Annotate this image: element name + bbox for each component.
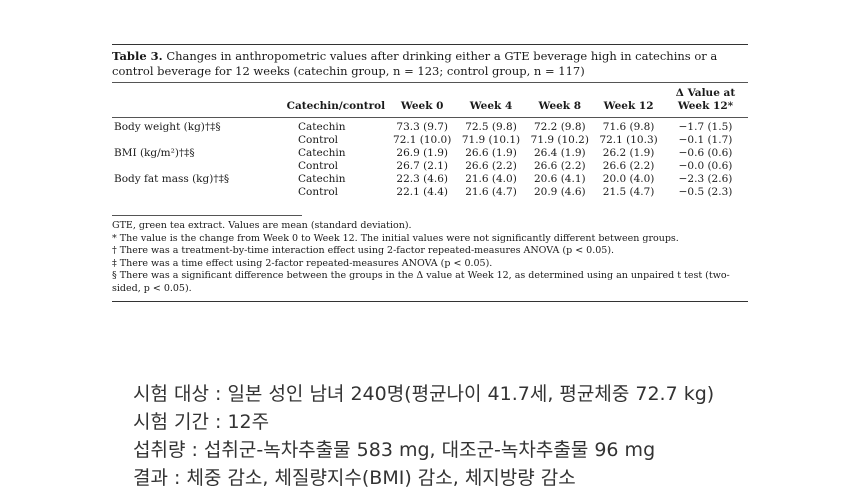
cell-week12: 71.6 (9.8): [602, 121, 655, 133]
header-group: Catechin/control: [286, 100, 386, 112]
header-delta-line2: Week 12*: [677, 100, 734, 112]
cell-group: Control: [298, 160, 339, 172]
cell-week12: 20.0 (4.0): [602, 173, 655, 185]
cell-week4: 21.6 (4.0): [465, 173, 517, 185]
table-row: Control 26.7 (2.1) 26.6 (2.2) 26.6 (2.2)…: [112, 160, 748, 173]
header-week0: Week 0: [400, 100, 444, 112]
cell-week0: 26.9 (1.9): [396, 147, 448, 159]
header-delta-line1: Δ Value at: [675, 87, 736, 99]
cell-delta: −0.6 (0.6): [678, 147, 733, 159]
cell-delta: −1.7 (1.5): [678, 121, 733, 133]
cell-delta: −2.3 (2.6): [678, 173, 733, 185]
header-week8: Week 8: [538, 100, 582, 112]
study-summary: 시험 대상 : 일본 성인 남녀 240명(평균나이 41.7세, 평균체중 7…: [133, 380, 714, 492]
cell-week0: 22.1 (4.4): [396, 186, 448, 198]
summary-dosage: 섭취량 : 섭취군-녹차추출물 583 mg, 대조군-녹차추출물 96 mg: [133, 439, 656, 461]
cell-week8: 26.6 (2.2): [533, 160, 586, 172]
table-row: Control 22.1 (4.4) 21.6 (4.7) 20.9 (4.6)…: [112, 186, 748, 199]
cell-week8: 72.2 (9.8): [533, 121, 586, 133]
cell-week0: 73.3 (9.7): [396, 121, 448, 133]
cell-week4: 71.9 (10.1): [461, 134, 521, 146]
table-row: Body weight (kg)†‡§ Catechin 73.3 (9.7) …: [112, 118, 748, 135]
top-rule: [112, 44, 748, 45]
cell-week4: 72.5 (9.8): [465, 121, 517, 133]
row-variable: Body fat mass (kg)†‡§: [114, 173, 230, 185]
table-header-row: Catechin/control Week 0 Week 4 Week 8 We…: [112, 83, 748, 118]
header-variable: [112, 83, 284, 118]
footnote: * The value is the change from Week 0 to…: [112, 232, 679, 244]
table-row: Control 72.1 (10.0) 71.9 (10.1) 71.9 (10…: [112, 134, 748, 147]
table-footnotes: GTE, green tea extract. Values are mean …: [112, 216, 748, 301]
caption-rule: [112, 82, 748, 83]
cell-delta: −0.5 (2.3): [678, 186, 733, 198]
cell-week8: 20.9 (4.6): [533, 186, 586, 198]
footnote: † There was a treatment-by-time interact…: [112, 245, 615, 256]
table-3: Table 3. Changes in anthropometric value…: [112, 44, 748, 302]
anthropometric-table: Catechin/control Week 0 Week 4 Week 8 We…: [112, 83, 748, 199]
cell-group: Control: [298, 134, 339, 146]
cell-week4: 26.6 (2.2): [465, 160, 517, 172]
cell-delta: −0.1 (1.7): [678, 134, 733, 146]
cell-week12: 26.6 (2.2): [602, 160, 655, 172]
footnote: § There was a significant difference bet…: [112, 270, 730, 294]
cell-week12: 72.1 (10.3): [599, 134, 658, 146]
caption-label: Table 3.: [112, 49, 163, 63]
table-row: Body fat mass (kg)†‡§ Catechin 22.3 (4.6…: [112, 173, 748, 186]
summary-subjects: 시험 대상 : 일본 성인 남녀 240명(평균나이 41.7세, 평균체중 7…: [133, 383, 715, 405]
cell-group: Catechin: [298, 147, 346, 159]
cell-week8: 26.4 (1.9): [533, 147, 586, 159]
footnote: ‡ There was a time effect using 2-factor…: [112, 257, 493, 269]
cell-group: Catechin: [298, 173, 346, 185]
cell-week12: 21.5 (4.7): [602, 186, 655, 198]
header-week4: Week 4: [469, 100, 513, 112]
cell-week0: 22.3 (4.6): [396, 173, 448, 185]
caption-text: Changes in anthropometric values after d…: [112, 49, 718, 78]
cell-week12: 26.2 (1.9): [602, 147, 655, 159]
footnote-rule: [112, 215, 302, 216]
table-caption: Table 3. Changes in anthropometric value…: [112, 45, 748, 82]
header-delta: Δ Value at Week 12*: [663, 83, 748, 118]
row-variable: Body weight (kg)†‡§: [114, 121, 221, 133]
cell-group: Catechin: [298, 121, 346, 133]
cell-week8: 20.6 (4.1): [533, 173, 586, 185]
cell-group: Control: [298, 186, 339, 198]
table-row: BMI (kg/m²)†‡§ Catechin 26.9 (1.9) 26.6 …: [112, 147, 748, 160]
cell-week0: 72.1 (10.0): [393, 134, 452, 146]
cell-delta: −0.0 (0.6): [678, 160, 733, 172]
cell-week0: 26.7 (2.1): [396, 160, 448, 172]
summary-results: 결과 : 체중 감소, 체질량지수(BMI) 감소, 체지방량 감소: [133, 467, 576, 489]
footnote: GTE, green tea extract. Values are mean …: [112, 220, 412, 231]
summary-duration: 시험 기간 : 12주: [133, 411, 270, 433]
bottom-rule: [112, 301, 748, 302]
header-week12: Week 12: [603, 100, 654, 112]
cell-week4: 26.6 (1.9): [465, 147, 517, 159]
cell-week8: 71.9 (10.2): [530, 134, 589, 146]
row-variable: BMI (kg/m²)†‡§: [114, 147, 195, 159]
cell-week4: 21.6 (4.7): [465, 186, 517, 198]
